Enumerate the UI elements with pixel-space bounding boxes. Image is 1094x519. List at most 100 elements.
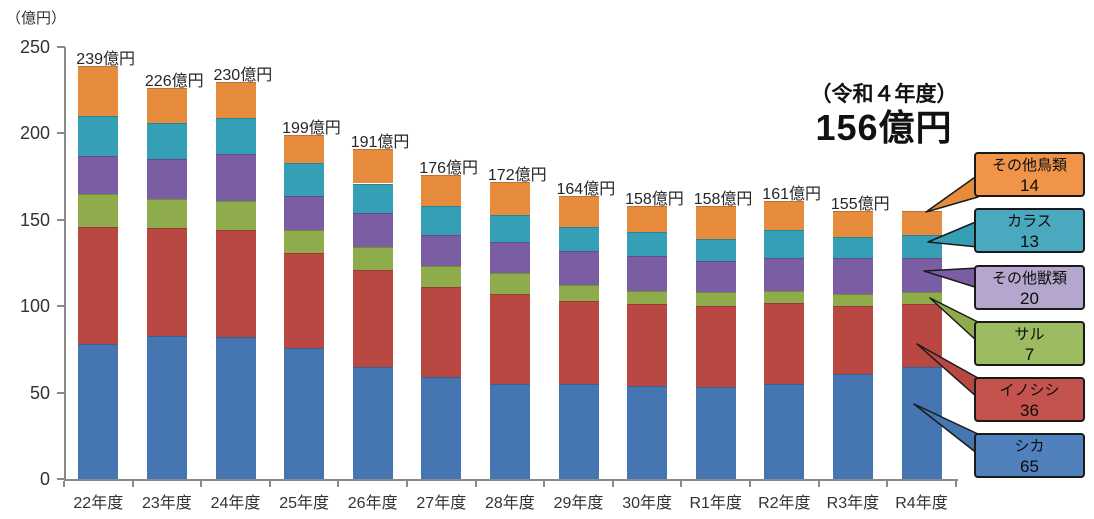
bar-total-label: 158億円 [625,190,684,208]
bar-segment-その他鳥類-25年度 [284,135,325,163]
bar-segment-シカ-26年度 [352,366,393,479]
legend-label: イノシシ [999,382,1060,399]
bar-segment-カラス-R2年度 [764,230,805,258]
legend-callout-その他獣類: その他獣類 20 [974,265,1085,310]
x-axis-tick [406,481,408,487]
bar-segment-イノシシ-22年度 [78,226,119,345]
bar-segment-サル-R3年度 [832,294,873,307]
x-tick-label: 27年度 [416,495,467,512]
bar-segment-カラス-R1年度 [695,238,736,262]
x-axis-tick [749,481,751,487]
bar-segment-カラス-22年度 [78,116,119,156]
bar-segment-カラス-24年度 [215,117,256,155]
x-axis-tick [680,481,683,487]
bar-segment-その他獣類-26年度 [352,212,393,248]
bar-segment-シカ-R4年度 [901,366,942,479]
bar-segment-シカ-27年度 [421,377,462,479]
legend-callout-カラス: カラス 13 [974,208,1085,253]
bar-segment-シカ-23年度 [146,335,187,479]
bar-segment-シカ-28年度 [489,383,530,479]
bar-segment-その他鳥類-28年度 [489,181,530,215]
bar-segment-カラス-R4年度 [901,235,942,258]
bar-segment-カラス-29年度 [558,226,599,251]
bar-total-label: 239億円 [76,51,135,68]
bar-segment-イノシシ-25年度 [284,252,325,348]
bar-segment-イノシシ-26年度 [352,269,393,367]
annotation-total-value: 156億円 [815,107,953,148]
y-tick-label: 150 [19,209,50,230]
y-axis-tick [57,478,65,480]
bar-segment-イノシシ-23年度 [146,228,187,336]
x-axis-tick [337,481,340,487]
bar-total-label: 172億円 [487,166,547,184]
x-axis-tick [954,481,957,487]
x-axis-tick [131,481,134,487]
bar-segment-その他鳥類-24年度 [215,81,256,118]
bar-segment-カラス-26年度 [352,183,393,213]
bar-segment-カラス-27年度 [421,205,462,236]
bar-segment-イノシシ-R3年度 [832,306,873,374]
bar-segment-シカ-29年度 [558,383,599,479]
bar-segment-カラス-25年度 [284,162,325,196]
bar-segment-カラス-23年度 [146,123,187,160]
bar-segment-その他獣類-29年度 [558,250,599,286]
annotation-year-label: （令和４年度） [810,83,958,106]
callout-pointer-その他鳥類 [925,174,979,213]
y-axis-unit-label: （億円） [6,10,67,27]
x-axis-tick [63,481,65,487]
bar-segment-その他鳥類-R4年度 [901,211,942,236]
bar-segment-その他獣類-R3年度 [832,257,873,295]
bar-total-label: 226億円 [144,73,204,91]
x-tick-label: 28年度 [484,495,535,512]
bar-total-label: 176億円 [419,159,478,177]
y-axis-tick [57,132,65,135]
bar-segment-サル-24年度 [215,200,256,231]
bar-total-label: 155億円 [830,196,890,214]
bar-total-label: 158億円 [693,190,753,208]
bar-segment-サル-R4年度 [901,292,942,305]
legend-label: シカ [1014,438,1045,455]
bar-segment-その他獣類-R4年度 [901,257,942,293]
x-axis-tick [268,481,271,487]
y-tick-label: 0 [39,469,50,489]
bar-segment-イノシシ-27年度 [421,287,462,378]
legend-callout-サル: サル 7 [974,321,1085,366]
bar-segment-イノシシ-R2年度 [764,302,805,384]
bar-segment-イノシシ-24年度 [215,230,256,338]
x-tick-label: R2年度 [758,495,811,512]
x-axis-line [64,479,958,481]
x-tick-label: R3年度 [826,495,880,512]
x-tick-label: 23年度 [141,495,192,512]
y-tick-label: 100 [19,296,50,317]
legend-label: サル [1014,326,1045,343]
y-tick-label: 250 [19,37,50,57]
bar-segment-その他鳥類-26年度 [352,148,393,184]
bar-segment-その他獣類-R2年度 [764,257,805,291]
bar-segment-シカ-25年度 [284,347,325,479]
bar-total-label: 230億円 [213,66,273,84]
bar-segment-カラス-28年度 [489,214,530,243]
latest-year-annotation: （令和４年度） 156億円 [768,82,1000,148]
bar-segment-シカ-22年度 [78,344,119,479]
x-tick-label: 22年度 [73,495,124,512]
legend-label: その他獣類 [991,270,1067,287]
bar-segment-カラス-30年度 [627,231,668,257]
y-tick-label: 50 [29,382,50,403]
bar-segment-その他鳥類-R2年度 [764,200,805,231]
bar-segment-シカ-30年度 [627,385,668,479]
legend-callout-その他鳥類: その他鳥類 14 [974,152,1085,197]
bar-segment-サル-30年度 [627,290,668,305]
bar-segment-イノシシ-R4年度 [901,304,942,367]
bar-segment-その他獣類-R1年度 [695,261,736,293]
bar-segment-その他獣類-27年度 [421,235,462,267]
legend-callout-イノシシ: イノシシ 36 [974,377,1085,422]
bar-segment-その他獣類-25年度 [284,195,325,231]
bar-segment-サル-R2年度 [764,290,805,303]
legend-callout-シカ: シカ 65 [974,433,1085,478]
x-tick-label: 30年度 [622,495,672,512]
bar-segment-イノシシ-28年度 [489,294,530,384]
legend-value: 65 [1020,457,1039,476]
bar-segment-イノシシ-29年度 [558,301,599,384]
bar-total-label: 199億円 [282,120,341,138]
legend-value: 20 [1020,289,1039,308]
